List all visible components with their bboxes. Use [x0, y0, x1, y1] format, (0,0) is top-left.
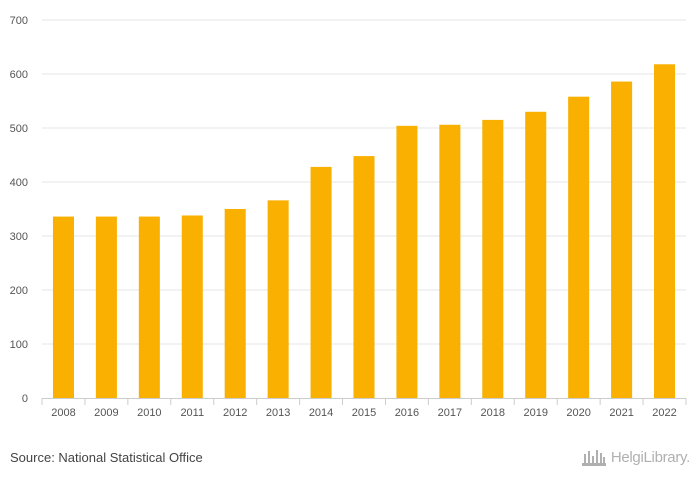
x-tick-label: 2008	[51, 407, 75, 419]
x-tick-label: 2010	[137, 407, 161, 419]
bar-2016	[396, 125, 418, 398]
bar-2022	[654, 64, 676, 398]
y-tick-label: 300	[10, 231, 28, 243]
bar-2010	[138, 216, 160, 398]
bar-2014	[310, 166, 332, 398]
brand-logo: HelgiLibrary.	[581, 447, 690, 467]
y-tick-label: 200	[10, 285, 28, 297]
brand-name: HelgiLibrary.	[610, 448, 690, 466]
y-tick-label: 400	[10, 177, 28, 189]
bar-2011	[181, 215, 203, 398]
bars	[52, 64, 676, 399]
source-note: Source: National Statistical Office	[10, 450, 203, 465]
x-axis-tick-labels: 2008 2009 2010 2011 2012 2013 2014 2015 2016 2017…	[51, 407, 677, 419]
x-tick-label: 2009	[94, 407, 118, 419]
x-tick-label: 2019	[523, 407, 547, 419]
x-tick-label: 2015	[352, 407, 376, 419]
y-tick-label: 100	[10, 339, 28, 351]
x-tick-label: 2022	[652, 407, 676, 419]
x-tick-label: 2017	[438, 407, 462, 419]
bar-2020	[568, 96, 590, 399]
x-tick-label: 2020	[566, 407, 590, 419]
library-building-icon	[581, 450, 606, 466]
x-tick-label: 2011	[180, 407, 204, 419]
bar-2012	[224, 209, 246, 398]
bar-2013	[267, 200, 289, 398]
y-tick-label: 500	[10, 123, 28, 135]
x-tick-label: 2018	[481, 407, 505, 419]
y-axis-tick-labels: 0 100 200 300 400 500 600 700	[10, 15, 28, 405]
bar-2009	[95, 216, 117, 398]
x-tick-label: 2012	[223, 407, 247, 419]
bar-2018	[482, 119, 504, 399]
x-tick-label: 2013	[266, 407, 290, 419]
x-tick-label: 2021	[609, 407, 633, 419]
bar-2017	[439, 124, 461, 398]
y-tick-label: 600	[10, 69, 28, 81]
bar-2015	[353, 156, 375, 398]
y-tick-label: 0	[22, 393, 28, 405]
bar-2021	[611, 81, 633, 398]
x-axis	[41, 398, 687, 405]
bar-2008	[52, 216, 74, 398]
x-tick-label: 2014	[309, 407, 333, 419]
x-tick-label: 2016	[395, 407, 419, 419]
y-tick-label: 700	[10, 15, 28, 27]
bar-2019	[525, 111, 547, 399]
